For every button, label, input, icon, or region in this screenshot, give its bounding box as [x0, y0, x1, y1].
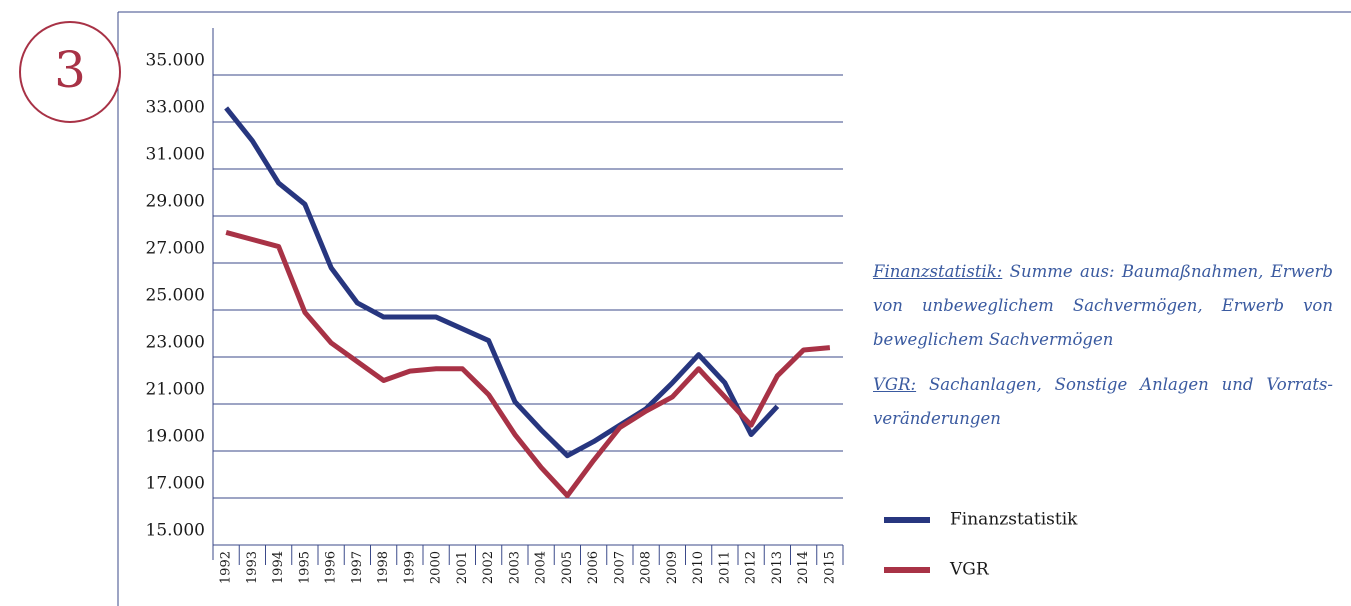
y-tick-label: 33.000	[146, 98, 205, 118]
badge: 3	[54, 41, 86, 99]
y-tick-label: 19.000	[146, 427, 205, 447]
x-tick-label: 1994	[271, 551, 286, 584]
x-tick-label: 2001	[455, 551, 470, 584]
legend-label: VGR	[949, 560, 990, 580]
x-tick-label: 2002	[481, 551, 496, 584]
x-tick-label: 2012	[744, 551, 759, 584]
note: VGR: Sachanlagen, Sonstige Anlagen und V…	[873, 368, 1333, 436]
x-tick-label: 1999	[402, 551, 417, 584]
y-tick-label: 15.000	[146, 521, 205, 541]
line	[224, 106, 780, 459]
x-tick-label: 2009	[665, 551, 680, 584]
notes: Finanzstatistik: Summe aus: Baumaßnahmen…	[873, 255, 1333, 447]
x-tick-label: 1997	[350, 551, 365, 584]
x-tick-label: 2000	[429, 551, 444, 584]
x-tick-label: 2015	[822, 551, 837, 584]
note: Finanzstatistik: Summe aus: Baumaßnahmen…	[873, 255, 1333, 357]
y-tick-label: 31.000	[146, 145, 205, 165]
x-tick-label: 1998	[376, 551, 391, 584]
y-tick-label: 27.000	[146, 239, 205, 259]
x-tick-label: 2004	[534, 551, 549, 584]
x-tick-label: 1993	[245, 551, 260, 584]
x-tick-label: 2005	[560, 551, 575, 584]
x-tick-label: 1996	[324, 551, 339, 584]
y-tick-label: 23.000	[146, 333, 205, 353]
y-tick-label: 29.000	[146, 192, 205, 212]
x-tick-label: 2008	[639, 551, 654, 584]
x-tick-label: 2006	[586, 551, 601, 584]
note-term: Finanzstatistik:	[873, 262, 1003, 281]
note-text: Summe aus: Baumaßnahmen, Erwerb von unbe…	[873, 262, 1333, 349]
y-tick-label: 21.000	[146, 380, 205, 400]
y-tick-label: 17.000	[146, 474, 205, 494]
legend-label: Finanzstatistik	[950, 510, 1078, 530]
note-term: VGR:	[873, 375, 917, 394]
y-tick-label: 25.000	[146, 286, 205, 306]
x-tick-label: 2013	[770, 551, 785, 584]
x-tick-label: 2003	[507, 551, 522, 584]
x-tick-label: 2014	[796, 551, 811, 584]
x-tick-label: 2011	[717, 551, 732, 584]
y-tick-label: 35.000	[146, 51, 205, 71]
badge-circle	[19, 21, 121, 123]
x-tick-label: 2007	[612, 551, 627, 584]
x-tick-label: 2010	[691, 551, 706, 584]
line	[225, 230, 831, 499]
x-tick-label: 1995	[297, 551, 312, 584]
note-text: Sachanlagen, Sonstige Anlagen und Vorrat…	[873, 375, 1333, 428]
x-tick-label: 1992	[219, 551, 234, 584]
